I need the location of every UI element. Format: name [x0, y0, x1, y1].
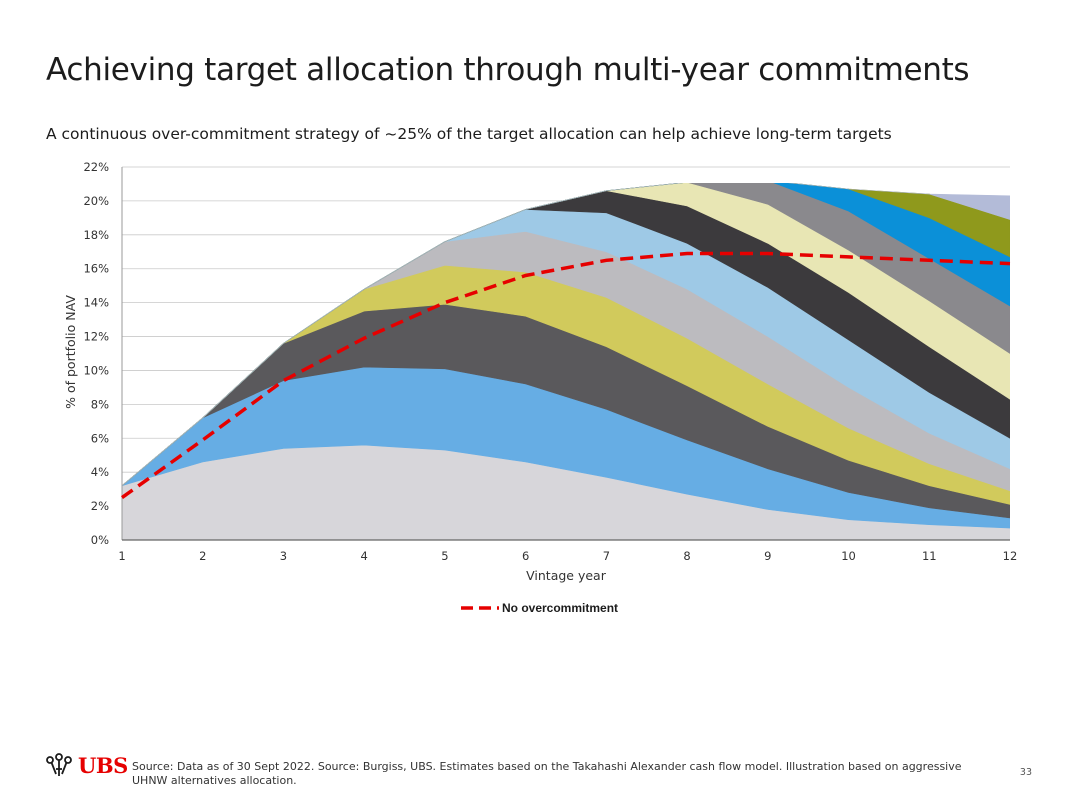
y-tick-label: 16% [83, 262, 109, 276]
x-tick-label: 8 [683, 549, 690, 563]
y-tick-label: 10% [83, 363, 109, 377]
x-tick-label: 9 [764, 549, 771, 563]
x-tick-label: 1 [118, 549, 125, 563]
y-tick-label: 4% [91, 465, 109, 479]
y-tick-label: 22% [83, 160, 109, 174]
brand-wordmark: UBS [78, 752, 128, 778]
page-subtitle: A continuous over-commitment strategy of… [46, 125, 892, 143]
x-axis-label: Vintage year [526, 568, 607, 583]
area-vintage-12 [122, 183, 1010, 486]
x-tick-label: 4 [361, 549, 368, 563]
line-series-group [120, 251, 1011, 500]
y-tick-label: 6% [91, 431, 109, 445]
axes: 0%2%4%6%8%10%12%14%16%18%20%22%1 2 3 4 5 6 7 8 9… [83, 160, 1017, 563]
x-tick-label: 3 [280, 549, 287, 563]
y-tick-label: 2% [91, 499, 109, 513]
y-tick-label: 18% [83, 228, 109, 242]
stacked-area-chart: 0%2%4%6%8%10%12%14%16%18%20%22%1 2 3 4 5 6 7 8 9… [63, 160, 1017, 615]
page-title: Achieving target allocation through mult… [46, 52, 970, 88]
ubs-logo: UBS [44, 752, 128, 778]
x-tick-label: 6 [522, 549, 529, 563]
x-tick-label: 5 [441, 549, 448, 563]
y-tick-label: 0% [91, 533, 109, 547]
legend: No overcommitment [461, 601, 618, 615]
line-no-overcommitment [120, 251, 1011, 500]
legend-label-no-overcommitment: No overcommitment [502, 601, 618, 615]
x-tick-label: 10 [841, 549, 856, 563]
x-tick-label: 11 [922, 549, 937, 563]
y-tick-label: 14% [83, 296, 109, 310]
x-tick-label: 12 [1003, 549, 1018, 563]
x-tick-label: 2 [199, 549, 206, 563]
page-number: 33 [1019, 767, 1032, 778]
y-axis-label: % of portfolio NAV [63, 295, 78, 409]
y-tick-label: 8% [91, 397, 109, 411]
keys-icon [46, 753, 72, 776]
y-tick-label: 20% [83, 194, 109, 208]
y-tick-label: 12% [83, 330, 109, 344]
x-tick-label: 7 [603, 549, 610, 563]
area-series-group [122, 183, 1010, 540]
source-note: Source: Data as of 30 Sept 2022. Source:… [132, 760, 962, 787]
